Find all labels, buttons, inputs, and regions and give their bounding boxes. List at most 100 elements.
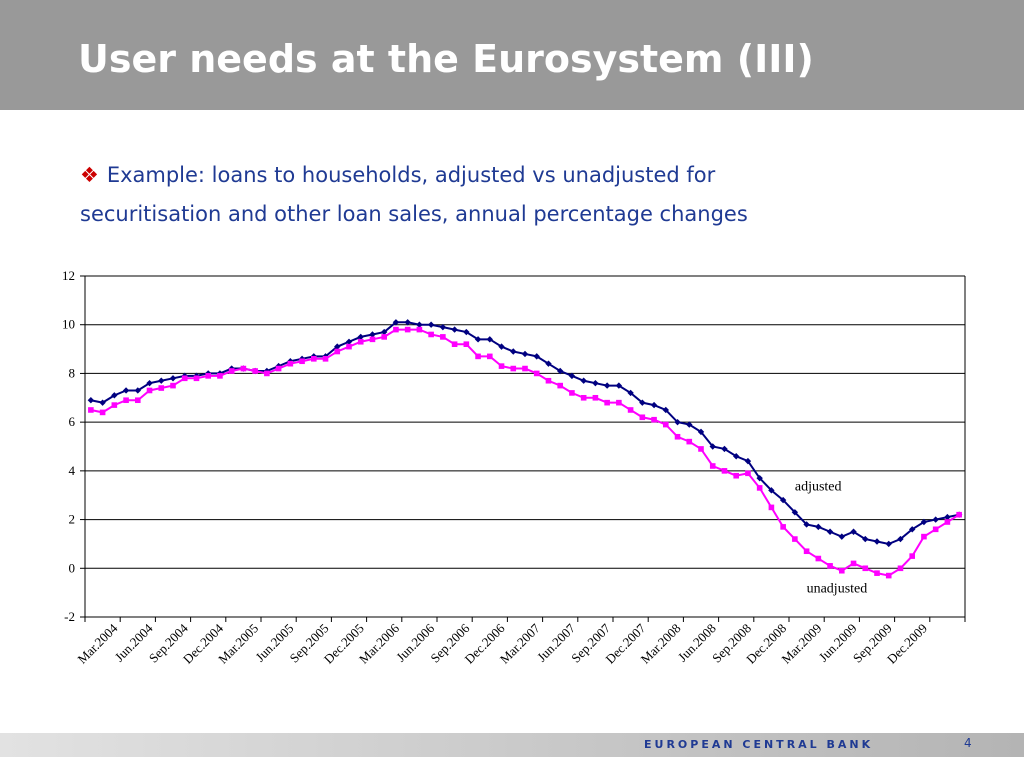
data-point-unadjusted	[99, 409, 106, 416]
data-point-unadjusted	[264, 370, 270, 377]
data-point-adjusted	[345, 338, 353, 345]
data-point-adjusted	[733, 453, 740, 460]
data-point-adjusted	[662, 406, 669, 414]
data-point-unadjusted	[334, 348, 341, 355]
data-point-unadjusted	[346, 343, 352, 350]
y-tick-label: 2	[69, 512, 76, 527]
data-point-adjusted	[686, 421, 693, 428]
data-point-adjusted	[885, 540, 892, 548]
data-point-adjusted	[533, 353, 540, 360]
data-point-adjusted	[134, 387, 141, 394]
data-point-unadjusted	[123, 397, 129, 404]
data-point-unadjusted	[322, 356, 329, 362]
data-point-unadjusted	[240, 365, 247, 372]
data-point-unadjusted	[663, 421, 669, 428]
data-point-adjusted	[416, 321, 423, 328]
data-point-adjusted	[603, 382, 611, 389]
data-point-adjusted	[650, 401, 658, 409]
data-point-unadjusted	[545, 377, 552, 384]
data-point-unadjusted	[897, 565, 904, 572]
data-point-unadjusted	[88, 407, 94, 413]
data-point-unadjusted	[885, 572, 892, 579]
y-tick-label: -2	[64, 609, 75, 624]
data-point-unadjusted	[287, 360, 294, 367]
data-point-adjusted	[709, 443, 716, 450]
data-point-adjusted	[592, 379, 599, 387]
footer-bar: EUROPEAN CENTRAL BANK 4	[0, 733, 1024, 757]
data-point-unadjusted	[616, 399, 622, 406]
data-point-unadjusted	[111, 402, 118, 408]
page-number: 4	[964, 736, 972, 750]
data-point-adjusted	[122, 387, 130, 394]
data-point-adjusted	[381, 328, 388, 336]
data-point-unadjusted	[839, 567, 845, 574]
data-point-adjusted	[932, 516, 939, 523]
data-point-adjusted	[815, 523, 822, 531]
data-point-unadjusted	[275, 365, 282, 372]
data-point-unadjusted	[721, 468, 728, 474]
data-point-unadjusted	[569, 390, 575, 396]
data-point-adjusted	[627, 389, 634, 397]
data-point-adjusted	[744, 457, 752, 465]
data-point-adjusted	[158, 377, 165, 384]
data-point-unadjusted	[674, 433, 681, 440]
data-point-adjusted	[791, 509, 799, 516]
data-point-adjusted	[838, 533, 845, 540]
data-point-unadjusted	[651, 416, 657, 423]
footer-brand: EUROPEAN CENTRAL BANK	[644, 738, 874, 751]
series-annotation: adjusted	[795, 479, 842, 494]
data-point-unadjusted	[533, 370, 540, 377]
series-annotation: unadjusted	[807, 582, 868, 597]
data-point-adjusted	[334, 343, 341, 350]
data-point-adjusted	[439, 323, 447, 331]
data-point-adjusted	[756, 474, 763, 482]
data-point-unadjusted	[451, 341, 458, 347]
data-point-unadjusted	[557, 382, 563, 389]
data-point-unadjusted	[170, 382, 176, 389]
data-point-adjusted	[169, 375, 177, 382]
data-point-unadjusted	[475, 353, 481, 360]
data-point-unadjusted	[428, 331, 434, 338]
data-point-unadjusted	[756, 485, 763, 491]
data-point-unadjusted	[639, 414, 646, 421]
data-point-adjusted	[909, 526, 916, 533]
x-tick-label: Mar.2007	[497, 620, 543, 666]
data-point-unadjusted	[627, 407, 634, 413]
data-point-adjusted	[944, 513, 951, 521]
data-point-adjusted	[521, 350, 529, 358]
data-point-adjusted	[392, 319, 400, 326]
data-point-adjusted	[474, 336, 482, 343]
data-point-unadjusted	[217, 373, 223, 379]
data-point-unadjusted	[686, 438, 693, 445]
x-tick-label: Mar.2006	[356, 620, 402, 666]
data-point-adjusted	[99, 399, 106, 406]
data-point-adjusted	[721, 445, 728, 453]
y-tick-label: 8	[69, 365, 76, 380]
data-point-unadjusted	[369, 336, 376, 343]
y-tick-label: 12	[62, 268, 75, 283]
data-point-adjusted	[768, 487, 775, 494]
data-point-unadjusted	[827, 563, 833, 569]
data-point-adjusted	[111, 392, 118, 399]
data-point-unadjusted	[135, 397, 141, 404]
data-point-adjusted	[862, 535, 869, 543]
data-point-adjusted	[897, 535, 904, 543]
y-tick-label: 6	[69, 414, 76, 429]
x-tick-label: Mar.2004	[74, 620, 120, 666]
data-point-adjusted	[87, 397, 95, 404]
bullet-text: Example: loans to households, adjusted v…	[80, 163, 748, 226]
data-point-unadjusted	[604, 399, 610, 406]
data-point-adjusted	[510, 348, 517, 355]
data-point-adjusted	[803, 521, 810, 528]
data-point-unadjusted	[357, 338, 364, 345]
data-point-adjusted	[826, 528, 834, 535]
data-point-adjusted	[697, 428, 705, 436]
data-point-unadjusted	[404, 326, 411, 333]
data-point-unadjusted	[463, 341, 470, 347]
data-point-unadjusted	[393, 326, 399, 333]
data-point-unadjusted	[780, 524, 786, 530]
data-point-unadjusted	[921, 533, 927, 540]
data-point-adjusted	[146, 379, 153, 387]
data-point-unadjusted	[909, 553, 915, 559]
data-point-adjusted	[451, 326, 458, 333]
